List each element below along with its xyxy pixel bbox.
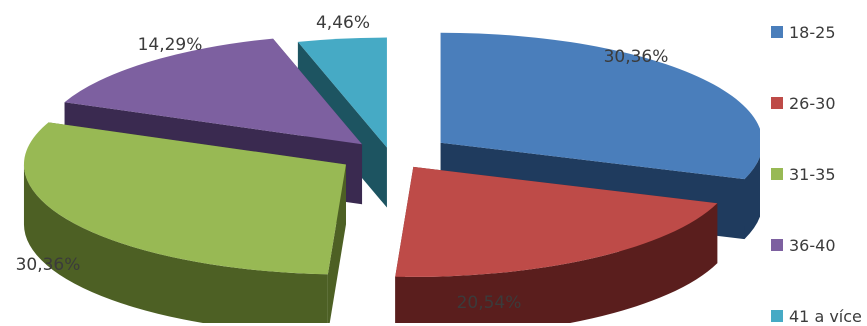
slice-18-25-rim	[744, 156, 760, 240]
slice-26-30-rim	[395, 203, 718, 323]
legend-label: 31-35	[789, 164, 836, 184]
legend-swatch	[771, 310, 783, 322]
legend-label: 41 a více	[789, 306, 862, 326]
legend-item-26-30: 26-30	[771, 93, 836, 113]
data-label-41-a-v-ce: 4,46%	[316, 13, 370, 33]
legend-swatch	[771, 97, 783, 109]
legend-swatch	[771, 26, 783, 38]
slice-18-25-top	[440, 32, 760, 180]
legend-swatch	[771, 239, 783, 251]
slice-36-40-top	[64, 38, 363, 145]
legend-item-31-35: 31-35	[771, 164, 836, 184]
data-label-31-35: 30,36%	[16, 255, 81, 275]
legend-label: 36-40	[789, 235, 836, 255]
slice-31-35-rim	[23, 164, 328, 323]
data-label-26-30: 20,54%	[457, 293, 522, 313]
data-label-36-40: 14,29%	[138, 35, 203, 55]
slice-26-30	[395, 166, 718, 323]
slice-26-30-top	[395, 166, 718, 277]
slice-41-a-v-ce-top	[297, 37, 387, 148]
legend-label: 26-30	[789, 93, 836, 113]
slice-31-35	[23, 122, 346, 323]
pie-chart-svg: 30,36% 20,54% 30,36% 14,29% 4,46%	[16, 13, 760, 323]
legend-item-41-a-v-ce: 41 a více	[771, 306, 862, 326]
slice-31-35-top	[23, 122, 346, 275]
legend-swatch	[771, 168, 783, 180]
legend-item-18-25: 18-25	[771, 22, 836, 42]
legend-item-36-40: 36-40	[771, 235, 836, 255]
data-label-18-25: 30,36%	[604, 47, 669, 67]
legend-label: 18-25	[789, 22, 836, 42]
pie-chart: 30,36% 20,54% 30,36% 14,29% 4,46%	[16, 13, 760, 323]
